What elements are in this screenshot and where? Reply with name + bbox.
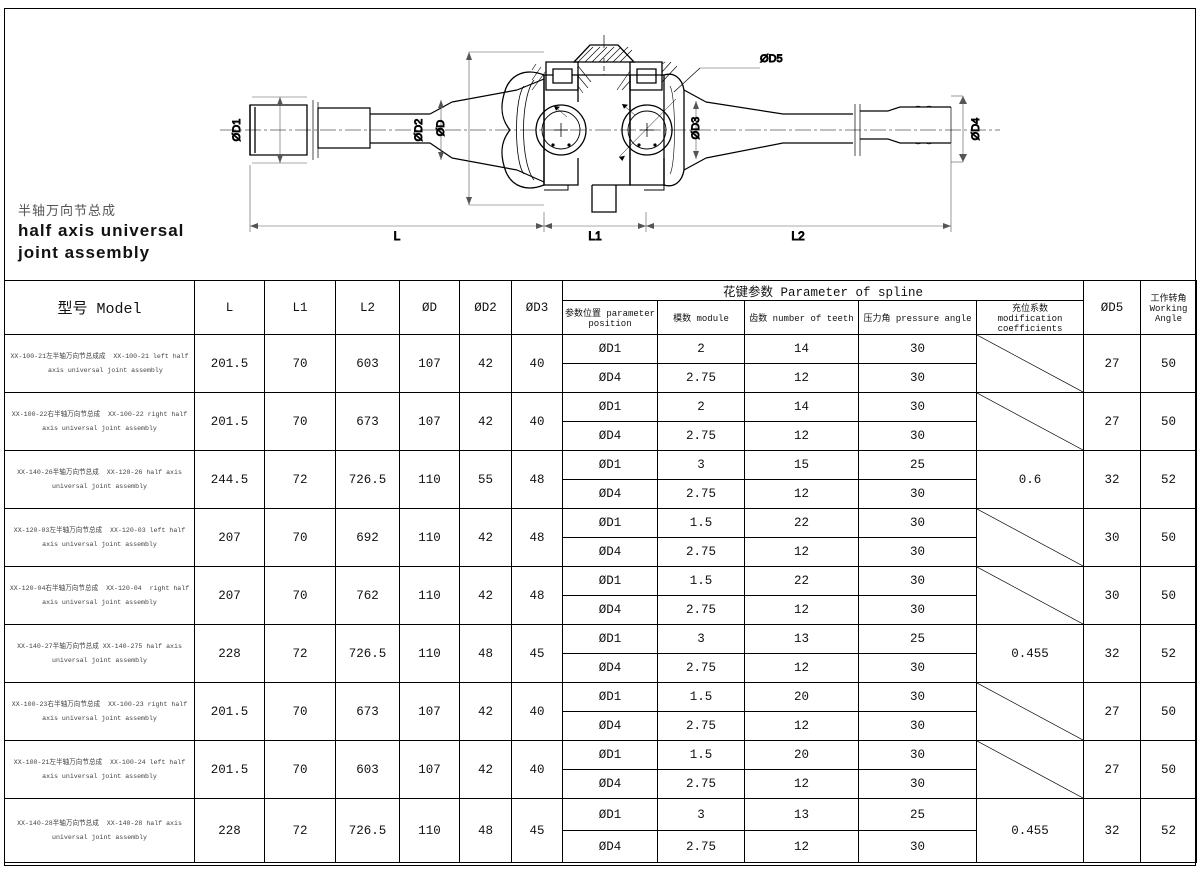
svg-text:ØD4: ØD4 bbox=[970, 118, 982, 141]
svg-text:L: L bbox=[394, 229, 401, 243]
svg-text:ØD5: ØD5 bbox=[760, 53, 783, 65]
svg-text:ØD2: ØD2 bbox=[413, 119, 425, 142]
svg-text:ØD: ØD bbox=[435, 120, 447, 137]
svg-text:L2: L2 bbox=[791, 229, 805, 243]
svg-text:ØD1: ØD1 bbox=[231, 119, 243, 142]
svg-text:L1: L1 bbox=[588, 229, 602, 243]
svg-text:ØD3: ØD3 bbox=[690, 117, 702, 140]
